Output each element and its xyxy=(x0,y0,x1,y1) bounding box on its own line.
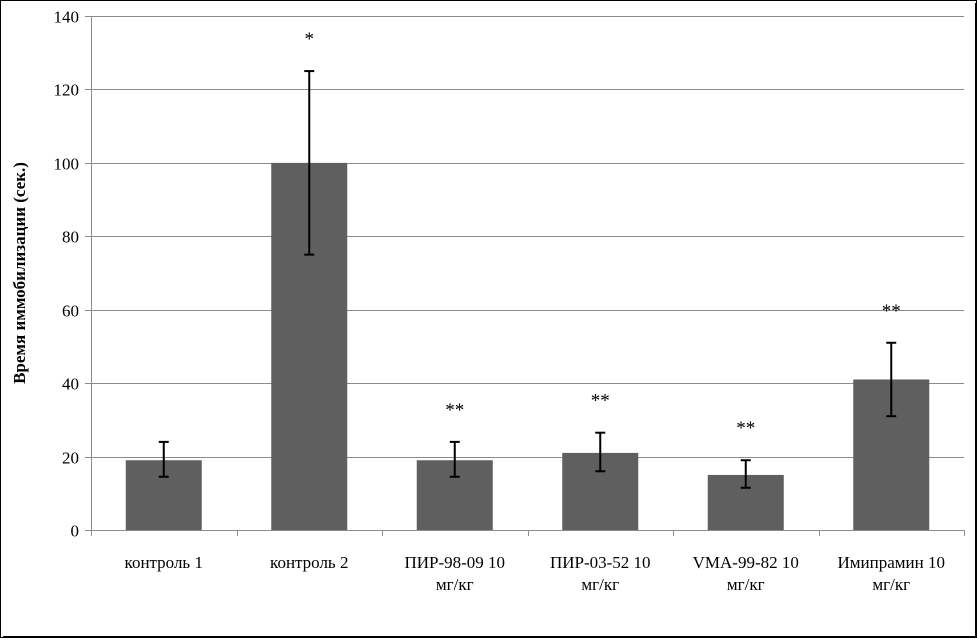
y-tick-label: 0 xyxy=(71,522,80,541)
x-tick-label-line: мг/кг xyxy=(727,575,765,594)
x-tick-label-line: мг/кг xyxy=(436,575,474,594)
x-tick-label-line: мг/кг xyxy=(581,575,619,594)
x-tick-label: VMA-99-82 10 мг/кг xyxy=(693,553,799,594)
x-tick-label-line: ПИР-98-09 10 xyxy=(404,553,505,572)
x-tick-label: Имипрамин 10 мг/кг xyxy=(838,553,945,594)
x-tick-label-line: контроль 2 xyxy=(270,553,348,572)
significance-marker: * xyxy=(305,29,315,50)
y-tick-label: 100 xyxy=(54,155,80,174)
y-tick-label: 80 xyxy=(62,228,79,247)
x-tick-label: контроль 2 xyxy=(270,553,348,572)
x-tick-label: ПИР-03-52 10 мг/кг xyxy=(550,553,651,594)
x-tick-label-line: мг/кг xyxy=(872,575,910,594)
x-tick-label-line: контроль 1 xyxy=(125,553,203,572)
x-tick-label-line: ПИР-03-52 10 xyxy=(550,553,651,572)
y-tick-label: 140 xyxy=(54,8,80,27)
x-tick-label-line: VMA-99-82 10 xyxy=(693,553,799,572)
axes-group xyxy=(85,16,965,536)
y-tick-label: 20 xyxy=(62,449,79,468)
y-tick-label: 40 xyxy=(62,375,79,394)
frame-shadow-right xyxy=(975,3,977,638)
y-tick-label: 60 xyxy=(62,302,79,321)
frame-shadow-bottom xyxy=(3,636,977,638)
x-tick-label: ПИР-98-09 10 мг/кг xyxy=(404,553,505,594)
error-bars-group xyxy=(158,70,897,489)
y-axis-title: Время иммобилизации (сек.) xyxy=(10,162,29,384)
x-tick-labels: контроль 1 контроль 2 ПИР-98-09 10 мг/кгПИР… xyxy=(125,553,945,594)
significance-annotations: *** ****** xyxy=(305,29,901,439)
y-tick-labels: 0 20 40 60 80 100 120 140 xyxy=(54,8,80,541)
x-tick-label-line: Имипрамин 10 xyxy=(838,553,945,572)
significance-marker: ** xyxy=(591,391,610,412)
significance-marker: ** xyxy=(736,418,755,439)
x-tick-label: контроль 1 xyxy=(125,553,203,572)
gridlines xyxy=(91,16,964,458)
bars-group xyxy=(125,162,930,530)
significance-marker: ** xyxy=(882,301,901,322)
significance-marker: ** xyxy=(445,400,464,421)
y-tick-label: 120 xyxy=(54,81,80,100)
